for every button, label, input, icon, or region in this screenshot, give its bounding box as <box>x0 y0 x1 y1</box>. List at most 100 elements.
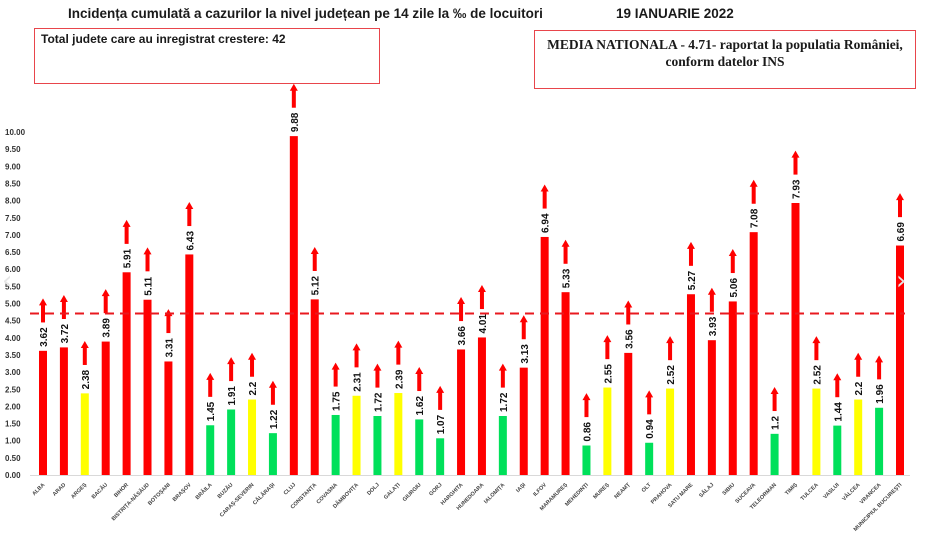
y-tick-label: 10.00 <box>5 128 26 137</box>
trend-up-arrow-shaft <box>877 361 882 380</box>
x-tick-label: GORJ <box>428 482 443 497</box>
bar-prahova <box>666 388 675 475</box>
bar-călărași <box>268 433 277 475</box>
trend-up-arrow-shaft <box>542 190 547 209</box>
bar-value-label: 4.01 <box>478 314 489 334</box>
y-tick-label: 1.50 <box>5 420 21 429</box>
x-tick-label: TIMIȘ <box>784 482 799 497</box>
x-tick-label: CĂLĂRAȘI <box>251 481 276 506</box>
y-tick-label: 8.00 <box>5 197 21 206</box>
trend-up-arrow-shaft <box>521 321 526 340</box>
x-tick-label: VÂLCEA <box>841 481 862 502</box>
trend-up-arrow-shaft <box>793 156 798 175</box>
bar-value-label: 3.72 <box>60 324 71 344</box>
trend-up-arrow-shaft <box>417 373 422 392</box>
x-tick-label: NEAMȚ <box>614 482 633 501</box>
bar-ilfov <box>540 236 549 475</box>
bar-value-label: 3.62 <box>39 327 50 347</box>
bar-value-label: 1.62 <box>415 396 426 416</box>
trend-up-arrow-icon <box>80 340 89 348</box>
trend-up-arrow-shaft <box>103 295 108 314</box>
trend-up-arrow-shaft <box>270 386 275 405</box>
trend-up-arrow-icon <box>289 83 298 91</box>
y-tick-label: 4.00 <box>5 334 21 343</box>
bar-municipiul-bucurești <box>896 245 904 475</box>
bar-value-label: 2.39 <box>394 369 405 389</box>
trend-up-arrow-shaft <box>605 341 610 360</box>
x-tick-label: BISTRIȚA-NĂSĂUD <box>110 481 151 522</box>
bar-value-label: 2.31 <box>353 372 364 392</box>
trend-up-arrow-icon <box>143 247 152 255</box>
trend-up-arrow-icon <box>122 219 131 227</box>
x-tick-label: IALOMIȚA <box>483 482 506 505</box>
trend-up-arrow-shaft <box>814 342 819 361</box>
trend-up-arrow-icon <box>227 357 236 365</box>
trend-up-arrow-shaft <box>479 291 484 310</box>
bar-gorj <box>436 438 445 475</box>
bar-value-label: 2.52 <box>812 365 823 385</box>
bar-mehedinți <box>582 445 591 475</box>
bar-brăila <box>206 425 215 475</box>
bar-value-label: 6.43 <box>185 231 196 251</box>
x-tick-label: GIURGIU <box>402 482 423 503</box>
bar-covasna <box>331 414 340 475</box>
trend-up-arrow-icon <box>561 239 570 247</box>
trend-up-arrow-shaft <box>187 208 192 227</box>
trend-up-arrow-shaft <box>856 358 861 377</box>
trend-up-arrow-icon <box>310 246 319 254</box>
x-tick-label: ALBA <box>31 482 46 497</box>
bar-galați <box>394 393 403 475</box>
x-tick-label: CLUJ <box>283 482 297 496</box>
bar-teleorman <box>770 433 779 475</box>
bar-value-label: 0.86 <box>582 422 593 442</box>
x-tick-label: MUREȘ <box>592 482 611 501</box>
x-tick-label: SIBIU <box>722 482 737 497</box>
trend-up-arrow-icon <box>791 150 800 158</box>
trend-up-arrow-shaft <box>626 306 631 325</box>
bar-value-label: 5.06 <box>729 278 740 298</box>
x-tick-label: BACĂU <box>90 481 109 500</box>
bar-value-label: 1.72 <box>373 392 384 412</box>
trend-up-arrow-shaft <box>124 225 129 244</box>
bar-olt <box>645 442 654 475</box>
trend-up-arrow-icon <box>582 393 591 401</box>
x-tick-label: BOTOȘANI <box>147 482 172 507</box>
y-tick-label: 8.50 <box>5 179 21 188</box>
bar-ialomița <box>498 416 507 475</box>
trend-up-arrow-shaft <box>229 363 234 382</box>
trend-up-arrow-shaft <box>166 315 171 334</box>
bar-value-label: 2.38 <box>81 369 92 389</box>
trend-up-arrow-icon <box>707 287 716 295</box>
trend-up-arrow-shaft <box>82 346 87 365</box>
carousel-prev-icon[interactable]: ‹ <box>2 266 13 296</box>
trend-up-arrow-icon <box>603 335 612 343</box>
bar-timiș <box>791 203 800 475</box>
trend-up-arrow-shaft <box>709 293 714 312</box>
trend-up-arrow-icon <box>540 184 549 192</box>
trend-up-arrow-icon <box>268 380 277 388</box>
trend-up-arrow-icon <box>185 202 194 210</box>
trend-up-arrow-icon <box>833 373 842 381</box>
trend-up-arrow-icon <box>749 179 758 187</box>
trend-up-arrow-shaft <box>41 304 45 323</box>
national-average-line2: conform datelor INS <box>665 54 785 69</box>
x-tick-label: VASLUI <box>822 482 841 501</box>
bar-dolj <box>373 416 382 475</box>
bar-value-label: 3.13 <box>520 344 531 364</box>
bar-value-label: 9.88 <box>290 112 301 132</box>
trend-up-arrow-icon <box>770 387 779 395</box>
carousel-next-icon[interactable]: › <box>896 266 907 296</box>
x-tick-label: ARGEȘ <box>70 482 88 500</box>
trend-up-arrow-icon <box>854 352 863 360</box>
trend-up-arrow-icon <box>477 285 486 293</box>
trend-up-arrow-shaft <box>563 245 568 264</box>
bar-bihor <box>122 272 131 475</box>
bar-value-label: 1.44 <box>833 402 844 422</box>
bar-value-label: 2.2 <box>854 381 865 395</box>
bar-bacău <box>101 341 110 475</box>
bar-value-label: 3.31 <box>164 338 175 358</box>
bar-value-label: 5.33 <box>562 268 573 288</box>
x-tick-label: TULCEA <box>800 482 820 502</box>
bar-value-label: 1.75 <box>332 391 343 411</box>
trend-up-arrow-shaft <box>584 399 589 418</box>
